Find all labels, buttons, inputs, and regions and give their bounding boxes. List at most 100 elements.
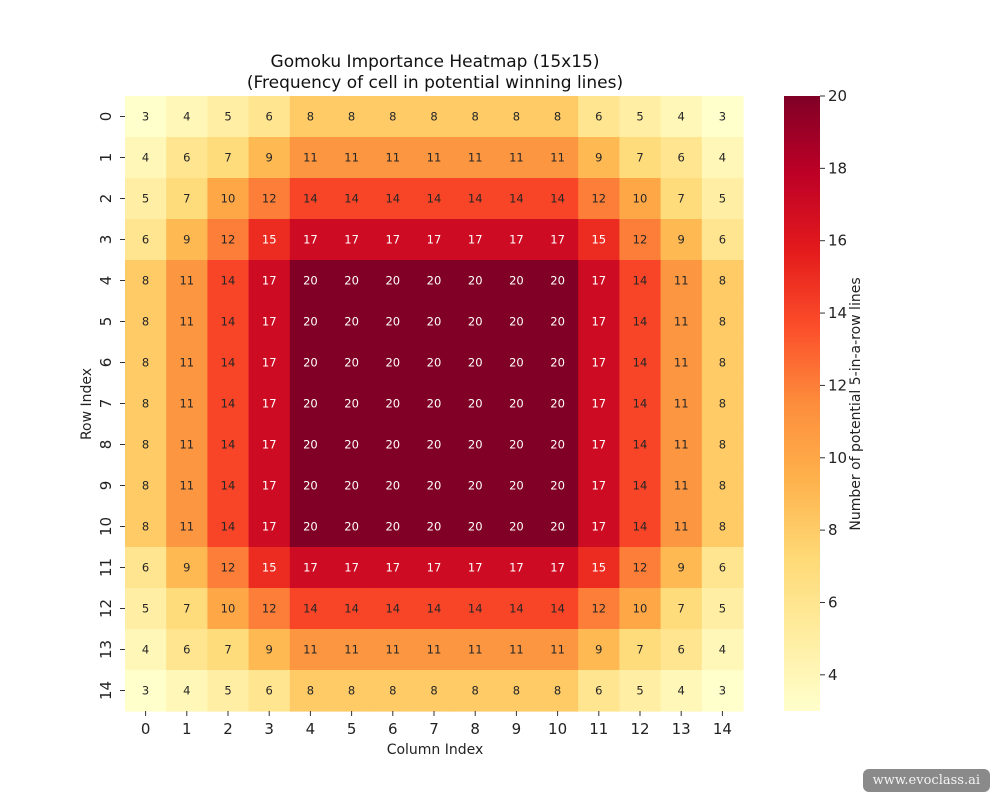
heatmap-cell xyxy=(701,547,744,589)
heatmap-cell xyxy=(207,178,250,220)
heatmap-cell xyxy=(578,96,620,138)
heatmap-cell xyxy=(578,260,620,302)
cell-value-label: 17 xyxy=(550,561,565,575)
cell-value-label: 4 xyxy=(719,643,726,657)
heatmap-cell xyxy=(207,424,250,466)
y-tick-label: 12 xyxy=(97,599,115,618)
cell-value-label: 20 xyxy=(550,315,565,329)
cell-value-label: 11 xyxy=(674,438,689,452)
cell-value-label: 17 xyxy=(468,233,483,247)
cell-value-label: 11 xyxy=(674,315,689,329)
heatmap-cell xyxy=(537,424,579,466)
heatmap-cell xyxy=(289,465,332,507)
cell-value-label: 12 xyxy=(221,561,236,575)
heatmap-cell xyxy=(701,670,744,712)
heatmap-cell xyxy=(413,424,456,466)
cell-value-label: 11 xyxy=(303,151,318,165)
heatmap-cell xyxy=(372,629,414,671)
heatmap-cell xyxy=(495,260,538,302)
cell-value-label: 20 xyxy=(344,520,359,534)
x-tick-label: 3 xyxy=(264,720,274,738)
cell-value-label: 14 xyxy=(633,315,648,329)
heatmap-cell xyxy=(372,301,414,343)
heatmap-cell xyxy=(454,219,497,261)
cell-value-label: 11 xyxy=(674,274,689,288)
colorbar-tick-label: 4 xyxy=(828,666,838,684)
x-tick-label: 0 xyxy=(141,720,151,738)
cell-value-label: 8 xyxy=(142,479,149,493)
cell-value-label: 11 xyxy=(427,151,442,165)
x-tick-label: 7 xyxy=(429,720,439,738)
heatmap-cell xyxy=(331,137,373,179)
heatmap-cell xyxy=(495,465,538,507)
heatmap-cell xyxy=(660,506,703,548)
x-tick-label: 11 xyxy=(589,720,608,738)
cell-value-label: 8 xyxy=(472,110,479,124)
cell-value-label: 11 xyxy=(303,643,318,657)
heatmap-cell xyxy=(125,178,167,220)
cell-value-label: 9 xyxy=(595,643,602,657)
heatmap-cell xyxy=(248,547,291,589)
heatmap-cell xyxy=(207,670,250,712)
heatmap-cell xyxy=(619,383,662,425)
cell-value-label: 14 xyxy=(303,192,318,206)
cell-value-label: 20 xyxy=(427,315,442,329)
x-tick-label: 14 xyxy=(713,720,732,738)
heatmap-cell xyxy=(454,670,497,712)
heatmap-cell xyxy=(166,342,208,384)
cell-value-label: 14 xyxy=(344,602,359,616)
cell-value-label: 14 xyxy=(427,602,442,616)
y-tick-label: 7 xyxy=(97,399,115,409)
cell-value-label: 14 xyxy=(509,192,524,206)
cell-value-label: 11 xyxy=(674,397,689,411)
y-tick-label: 0 xyxy=(97,112,115,122)
cell-value-label: 14 xyxy=(550,602,565,616)
cell-value-label: 20 xyxy=(509,397,524,411)
heatmap-cell xyxy=(331,383,373,425)
x-tick-label: 6 xyxy=(388,720,398,738)
heatmap-cell xyxy=(701,219,744,261)
heatmap-cell xyxy=(495,137,538,179)
heatmap-cell xyxy=(537,137,579,179)
cell-value-label: 20 xyxy=(509,274,524,288)
cell-value-label: 20 xyxy=(468,520,483,534)
cell-value-label: 9 xyxy=(595,151,602,165)
heatmap-cell xyxy=(125,465,167,507)
heatmap-cell xyxy=(248,137,291,179)
cell-value-label: 20 xyxy=(385,397,400,411)
cell-value-label: 17 xyxy=(385,561,400,575)
cell-value-label: 8 xyxy=(142,438,149,452)
cell-value-label: 6 xyxy=(266,684,273,698)
colorbar-label: Number of potential 5-in-a-row lines xyxy=(848,277,864,530)
heatmap-cell xyxy=(413,96,456,138)
heatmap-cell xyxy=(701,137,744,179)
cell-value-label: 3 xyxy=(142,110,149,124)
cell-value-label: 20 xyxy=(509,520,524,534)
cell-value-label: 12 xyxy=(221,233,236,247)
y-tick-label: 4 xyxy=(97,276,115,286)
cell-value-label: 9 xyxy=(678,561,685,575)
y-tick-label: 1 xyxy=(97,153,115,163)
heatmap-cell xyxy=(331,547,373,589)
cell-value-label: 20 xyxy=(303,438,318,452)
cell-value-label: 20 xyxy=(427,397,442,411)
heatmap-cell xyxy=(289,342,332,384)
cell-value-label: 7 xyxy=(183,602,190,616)
heatmap-cell xyxy=(166,588,208,630)
cell-value-label: 20 xyxy=(550,274,565,288)
heatmap-cell xyxy=(701,96,744,138)
heatmap-cell xyxy=(207,588,250,630)
heatmap-cell xyxy=(619,629,662,671)
heatmap-cell xyxy=(125,506,167,548)
heatmap-cell xyxy=(248,96,291,138)
cell-value-label: 11 xyxy=(385,151,400,165)
heatmap-cell xyxy=(701,506,744,548)
heatmap-cell xyxy=(619,342,662,384)
cell-value-label: 11 xyxy=(427,643,442,657)
heatmap-cell xyxy=(701,342,744,384)
cell-value-label: 4 xyxy=(678,110,685,124)
cell-value-label: 14 xyxy=(633,438,648,452)
heatmap-cell xyxy=(372,383,414,425)
heatmap-cell xyxy=(537,670,579,712)
heatmap-cell xyxy=(125,424,167,466)
